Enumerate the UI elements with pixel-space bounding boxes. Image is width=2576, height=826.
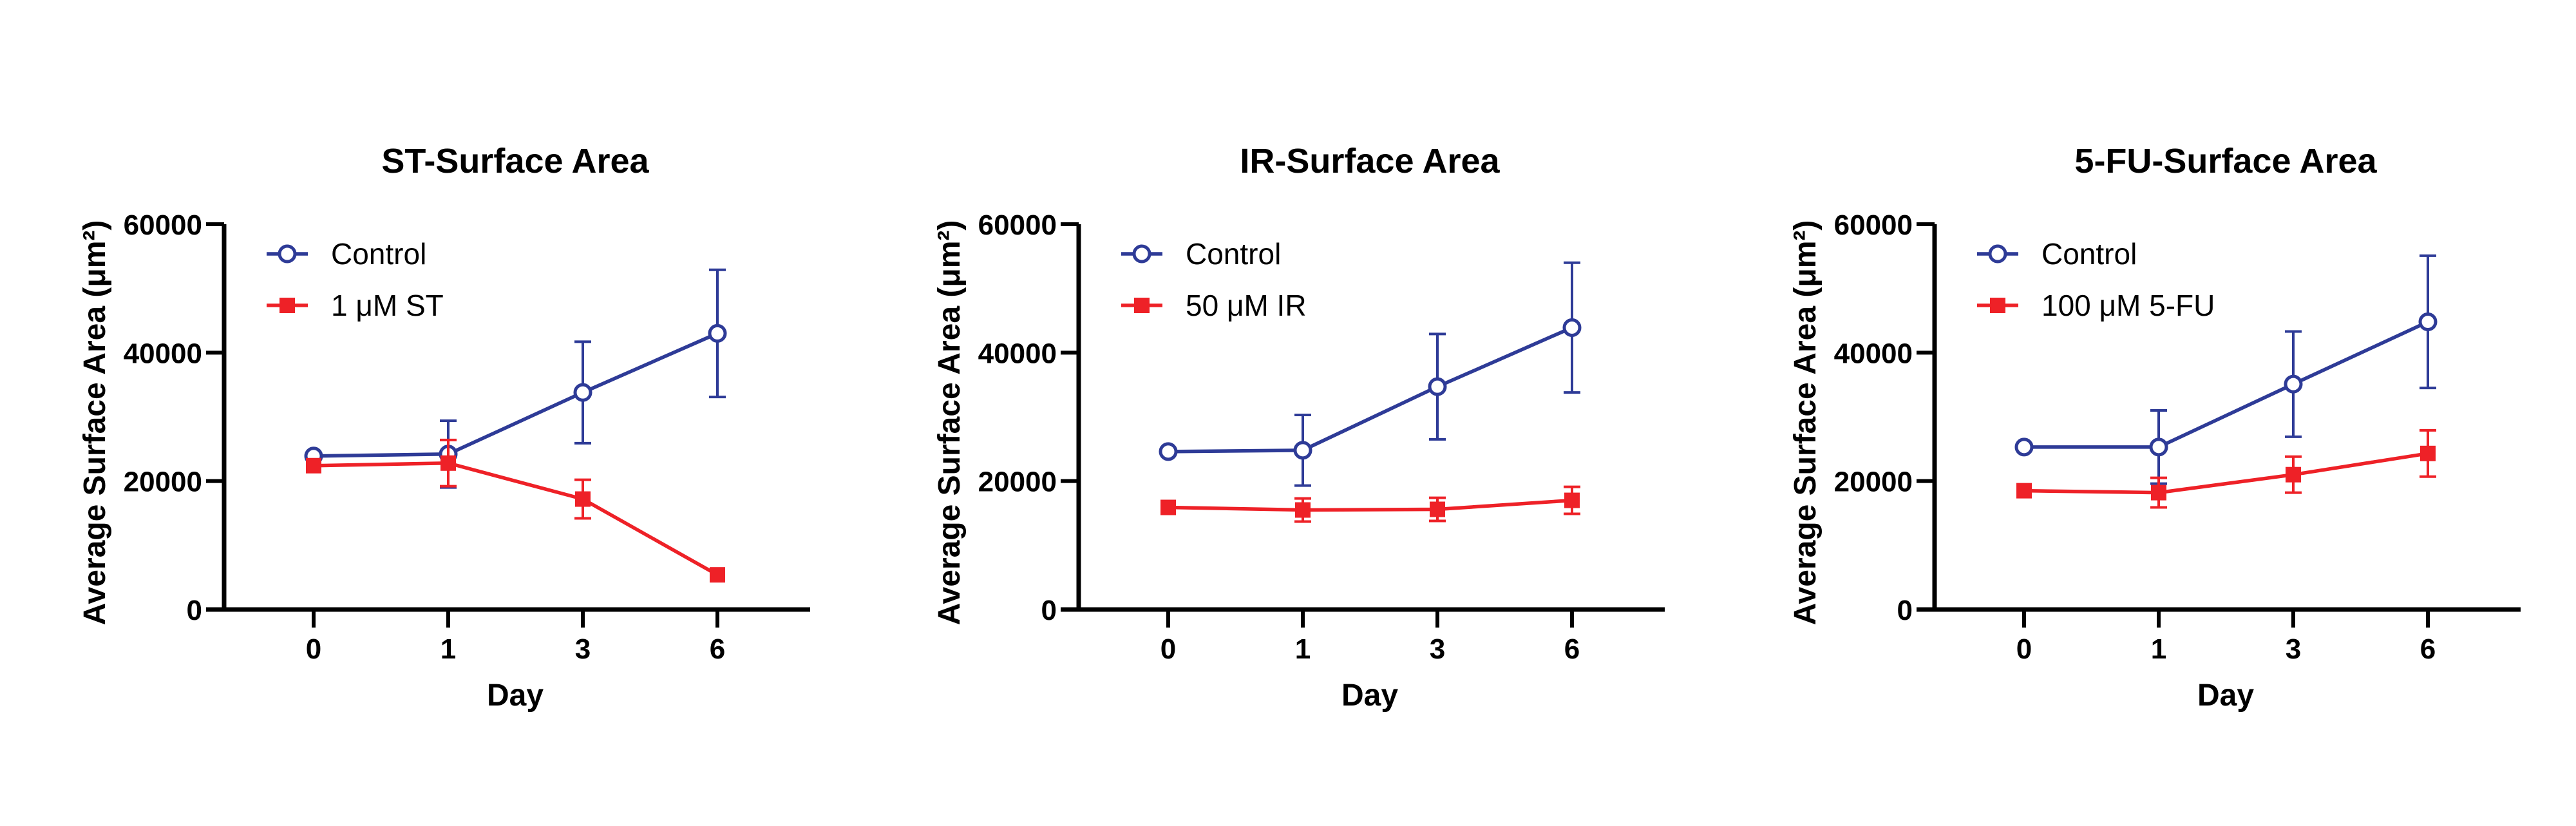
x-tick-label: 6 [1564,633,1580,665]
data-point-square [1564,492,1580,508]
legend-item-0: Control [267,237,426,271]
y-tick-label: 0 [1897,595,1913,626]
data-point-circle [1428,377,1447,396]
data-point-circle [2284,374,2303,394]
y-tick-label: 20000 [978,466,1057,498]
data-point-square [710,567,725,583]
data-point-circle [1562,318,1582,337]
legend-label: Control [1186,237,1281,271]
x-axis-label: Day [487,678,544,713]
data-point-circle [708,323,727,343]
y-tick-label: 60000 [124,209,202,241]
series-line [2023,452,2429,495]
x-tick-label: 0 [306,633,321,665]
y-tick-label: 20000 [124,466,202,498]
chart-title: ST-Surface Area [381,142,649,180]
legend-label: 1 μM ST [331,289,444,322]
series-line [1168,498,1573,512]
series-line [313,331,719,458]
x-tick-label: 6 [2420,633,2436,665]
chart-panel-0: ST-Surface Area 0 20000 40000 60000 0 1 3 6 Day Av… [78,142,810,713]
data-point-square [2286,466,2301,483]
data-point-square [2016,483,2032,499]
y-tick-label: 0 [187,595,202,626]
data-point-square [2151,485,2166,501]
legend-item-1: 50 μM IR [1121,289,1307,322]
legend-marker-circle [278,244,297,264]
y-tick-label: 40000 [124,338,202,369]
data-point-square [1160,499,1176,515]
series-control [1159,261,1582,487]
x-tick-label: 3 [2286,633,2301,665]
legend-item-1: 1 μM ST [267,289,444,322]
series-line [2024,320,2429,449]
y-tick-label: 60000 [1834,209,1913,241]
x-tick-label: 1 [1295,633,1311,665]
y-axis-label: Average Surface Area (μm²) [78,220,112,626]
legend-marker-square [1990,298,2005,313]
data-point-square [2420,445,2436,461]
x-tick-label: 6 [710,633,725,665]
y-tick-label: 0 [1041,595,1057,626]
y-tick-label: 20000 [1834,466,1913,498]
x-tick-label: 0 [1160,633,1176,665]
data-point-square [575,491,591,507]
series-control [2014,254,2438,485]
data-point-square [440,455,456,471]
series-treatment [1160,485,1580,523]
data-point-circle [1293,441,1312,460]
legend-marker-square [1134,298,1150,313]
x-tick-label: 0 [2016,633,2032,665]
x-tick-label: 3 [1430,633,1445,665]
legend-marker-circle [1988,244,2007,264]
x-axis-label: Day [1341,678,1398,713]
data-point-circle [2149,437,2168,457]
series-line [1168,325,1573,454]
data-point-square [1430,501,1445,517]
legend-marker-square [279,298,295,313]
data-point-square [306,457,321,474]
chart-title: 5-FU-Surface Area [2074,142,2377,180]
chart-panel-1: IR-Surface Area 0 20000 40000 60000 0 1 3 6 Day Av… [933,142,1665,713]
chart-title: IR-Surface Area [1240,142,1500,180]
data-point-circle [1159,442,1178,461]
legend-label: 50 μM IR [1186,289,1307,322]
legend-item-0: Control [1121,237,1281,271]
data-point-circle [2014,437,2034,457]
data-point-square [1295,502,1311,518]
x-tick-label: 1 [2151,633,2166,665]
y-tick-label: 60000 [978,209,1057,241]
y-axis-label: Average Surface Area (μm²) [1788,220,1823,626]
y-tick-label: 40000 [1834,338,1913,369]
data-point-circle [573,383,592,402]
legend-label: Control [2041,237,2137,271]
x-tick-label: 3 [575,633,591,665]
chart-panel-2: 5-FU-Surface Area 0 20000 40000 60000 0 1 3 6 Day… [1788,142,2521,713]
legend-label: Control [331,237,426,271]
legend-item-1: 100 μM 5-FU [1977,289,2215,322]
series-treatment [306,438,725,583]
x-axis-label: Day [2197,678,2254,713]
y-tick-label: 40000 [978,338,1057,369]
y-axis-label: Average Surface Area (μm²) [933,220,967,626]
legend-marker-circle [1132,244,1151,264]
series-line [313,461,719,577]
legend-label: 100 μM 5-FU [2041,289,2215,322]
series-treatment [2016,428,2436,509]
data-point-circle [2418,312,2438,331]
legend-item-0: Control [1977,237,2137,271]
x-tick-label: 1 [440,633,456,665]
